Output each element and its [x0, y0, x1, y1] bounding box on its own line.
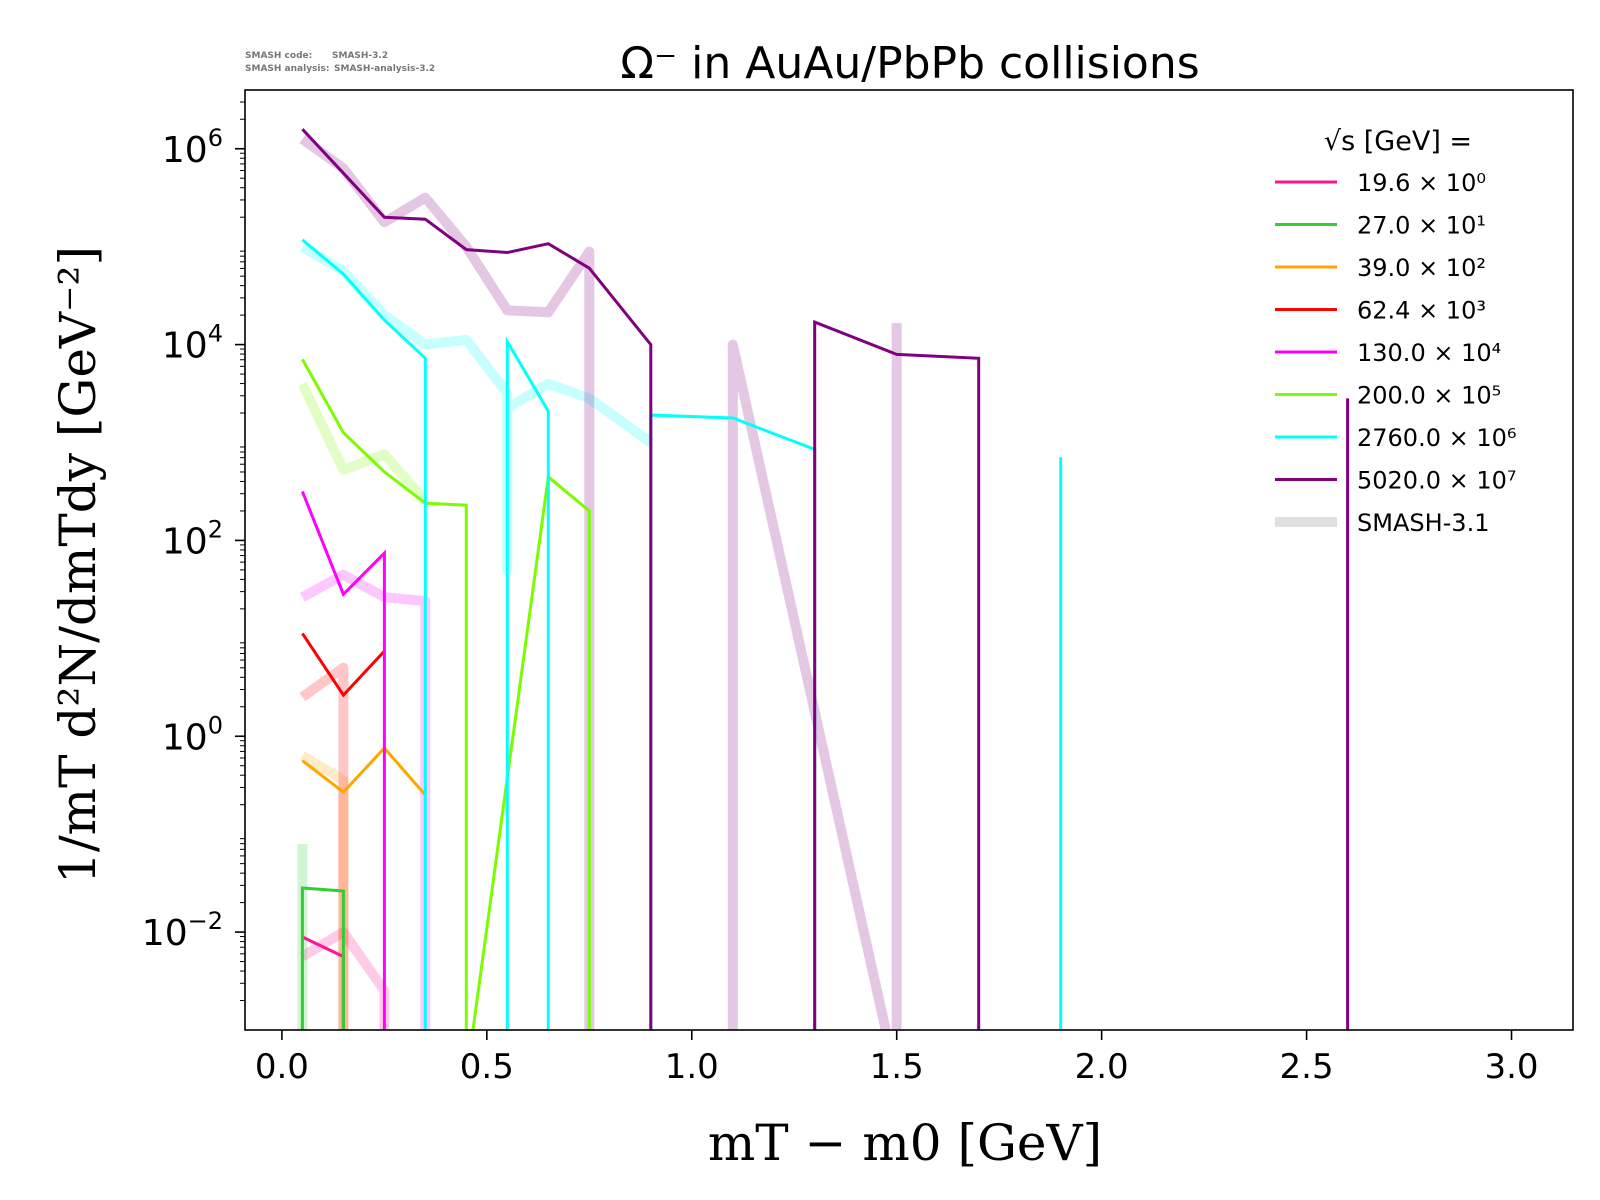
reference-series-line-3	[299, 662, 349, 1030]
y-tick-label: 104	[162, 320, 223, 367]
plot-frame	[244, 89, 1574, 1031]
y-tick-label: 102	[162, 515, 223, 562]
legend: √s [GeV] = 19.6 × 10⁰ 27.0 × 10¹ 39.0 × 10…	[1275, 126, 1517, 537]
reference-series-line-5	[297, 381, 430, 505]
x-tick-label: 2.0	[1075, 1047, 1129, 1087]
legend-entry-1: 27.0 × 10¹	[1357, 212, 1486, 240]
legend-entry-8: SMASH-3.1	[1357, 509, 1489, 537]
legend-entry-3: 62.4 × 10³	[1357, 297, 1486, 325]
legend-title: √s [GeV] =	[1324, 126, 1472, 157]
legend-entry-4: 130.0 × 10⁴	[1357, 339, 1501, 367]
smash-code-label: SMASH code:	[245, 51, 312, 61]
legend-entry-6: 2760.0 × 10⁶	[1357, 424, 1517, 452]
y-axis-label: 1/mT d²N/dmTdy [GeV⁻²]	[49, 246, 107, 884]
smash-code-value: SMASH-3.2	[332, 51, 388, 61]
x-tick-label: 3.0	[1484, 1047, 1538, 1087]
data-series-group	[300, 128, 1350, 1030]
x-tick-label: 2.5	[1280, 1047, 1334, 1087]
x-axis-label: mT − m0 [GeV]	[708, 1114, 1102, 1172]
legend-entry-0: 19.6 × 10⁰	[1357, 169, 1486, 197]
x-tick-label: 0.5	[460, 1047, 514, 1087]
series-line-6	[301, 238, 1063, 1030]
plot-area	[244, 89, 1574, 1031]
x-axis: 0.0 0.5 1.0 1.5 2.0 2.5 3.0	[255, 1030, 1539, 1087]
reference-series-line-6	[299, 242, 654, 575]
smash-analysis-value: SMASH-analysis-3.2	[334, 64, 435, 74]
series-line-5	[301, 358, 591, 1030]
reference-series-line-4	[299, 569, 431, 1030]
x-tick-label: 1.0	[665, 1047, 719, 1087]
y-tick-label: 100	[162, 711, 223, 758]
series-line-4	[301, 490, 386, 1030]
y-tick-label: 10−2	[142, 907, 223, 954]
series-line-2	[301, 745, 427, 796]
reference-series-line-0	[299, 927, 390, 1030]
series-line-7	[301, 128, 1350, 1030]
series-line-1	[300, 886, 345, 1030]
y-axis: 10−2 100 102 104 106	[142, 101, 245, 1002]
reference-series-line-7	[299, 134, 902, 1030]
x-tick-label: 0.0	[255, 1047, 309, 1087]
legend-entry-7: 5020.0 × 10⁷	[1357, 467, 1517, 495]
legend-entry-5: 200.0 × 10⁵	[1357, 382, 1501, 410]
chart-title: Ω⁻ in AuAu/PbPb collisions	[620, 38, 1199, 89]
series-line-3	[301, 632, 386, 698]
x-tick-label: 1.5	[870, 1047, 924, 1087]
smash-analysis-label: SMASH analysis:	[245, 64, 329, 74]
legend-entry-2: 39.0 × 10²	[1357, 254, 1486, 282]
y-tick-label: 106	[162, 124, 223, 171]
